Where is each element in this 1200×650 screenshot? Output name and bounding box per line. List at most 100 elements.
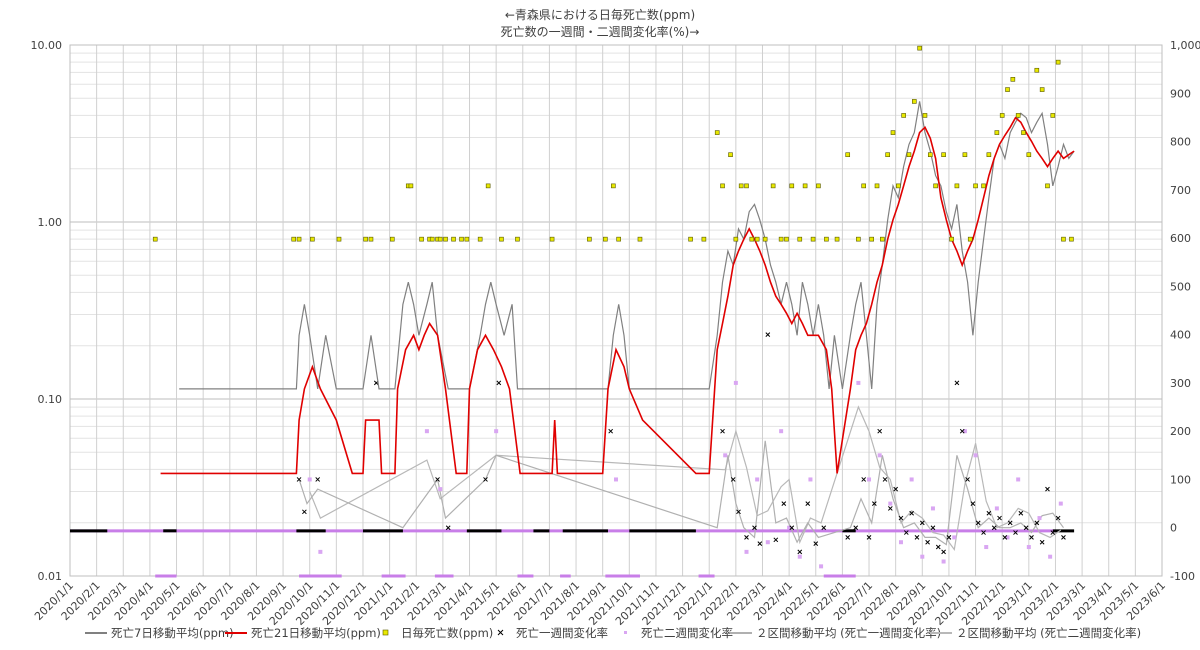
legend-label: 日毎死亡数(ppm): [401, 626, 493, 640]
series-line: [298, 440, 1064, 546]
legend-item: ２区間移動平均 (死亡一週間変化率): [730, 626, 941, 640]
series-marker: [866, 535, 872, 540]
series-marker: [1058, 501, 1063, 506]
series-line: [179, 101, 1075, 390]
series-marker: [738, 183, 744, 189]
series-marker: [917, 45, 922, 51]
series-marker: [765, 540, 770, 545]
series-marker: [941, 559, 946, 564]
series-marker: [389, 236, 395, 242]
series-marker: [755, 477, 760, 482]
series-marker: [970, 501, 976, 506]
series-marker: [962, 152, 968, 158]
series-marker: [1061, 535, 1066, 540]
right-tick-label: 700: [1170, 184, 1191, 197]
series-marker: [1048, 554, 1053, 559]
series-marker: [888, 501, 893, 506]
legend-label: ２区間移動平均 (死亡一週間変化率): [756, 626, 941, 640]
series-marker: [762, 236, 768, 242]
series-marker: [152, 236, 158, 242]
series-marker: [954, 183, 960, 189]
series-marker: [861, 183, 866, 189]
series-marker: [887, 506, 893, 511]
legend-item: 死亡7日移動平均(ppm): [85, 626, 234, 640]
series-marker: [754, 236, 760, 242]
legend-swatch: [382, 629, 389, 636]
series-marker: [784, 236, 789, 242]
series-marker: [616, 236, 621, 242]
series-marker: [779, 429, 784, 434]
left-tick-label: 0.10: [38, 393, 63, 406]
left-axis: 10.00 1.00 0.10 0.01: [31, 39, 63, 583]
series-marker: [952, 535, 957, 540]
series-marker: [890, 130, 896, 135]
plot-border: [69, 44, 1163, 577]
series-marker: [877, 453, 882, 458]
series-marker: [933, 183, 938, 189]
series-marker: [861, 477, 867, 482]
series-marker: [1007, 520, 1013, 526]
series-marker: [720, 183, 725, 189]
series-marker: [896, 183, 901, 189]
series-marker: [824, 236, 829, 242]
series-marker: [736, 509, 741, 515]
chart-title-line2: 死亡数の一週間・二週間変化率(%)→: [501, 24, 700, 39]
series-marker: [882, 477, 888, 482]
series-marker: [744, 549, 749, 554]
series-marker: [991, 525, 997, 531]
series-marker: [819, 564, 824, 569]
series-marker: [1005, 87, 1010, 92]
series-marker: [984, 545, 989, 550]
series-marker: [1023, 525, 1029, 531]
series-marker: [997, 515, 1002, 521]
series-marker: [919, 520, 925, 526]
right-tick-label: -100: [1170, 570, 1195, 583]
series-marker: [816, 183, 821, 189]
series-marker: [485, 183, 491, 189]
series-marker: [880, 236, 885, 242]
series-marker: [757, 541, 763, 547]
series-marker: [429, 236, 435, 242]
series-marker: [438, 487, 443, 492]
series-marker: [986, 510, 992, 516]
series-marker: [821, 525, 827, 531]
series-marker: [954, 380, 960, 386]
series-marker: [336, 236, 342, 242]
series-marker: [296, 236, 302, 242]
series-marker: [611, 183, 616, 189]
series-marker: [291, 236, 297, 242]
series-marker: [1018, 510, 1024, 516]
plot-area: [70, 45, 1075, 578]
series-marker: [1055, 59, 1061, 65]
series-marker: [302, 509, 307, 515]
series-marker: [922, 113, 928, 118]
legend-item: 日毎死亡数(ppm): [382, 626, 493, 640]
series-marker: [483, 477, 488, 482]
series-marker: [810, 236, 816, 242]
series-marker: [368, 236, 374, 242]
series-marker: [973, 453, 978, 458]
series-marker: [363, 236, 368, 242]
series-marker: [994, 130, 1000, 135]
series-marker: [1045, 183, 1050, 189]
series-marker: [941, 152, 946, 158]
series-marker: [787, 525, 792, 530]
series-marker: [856, 380, 861, 385]
series-marker: [770, 183, 776, 189]
legend-label: 死亡21日移動平均(ppm): [251, 626, 381, 640]
series-marker: [893, 486, 899, 492]
series-marker: [802, 183, 808, 189]
series-marker: [845, 152, 851, 158]
series-marker: [920, 554, 925, 559]
series-marker: [986, 152, 992, 158]
series-marker: [1016, 477, 1021, 482]
series-marker: [1061, 236, 1066, 242]
series-marker: [912, 99, 917, 104]
series-marker: [901, 113, 906, 118]
series-marker: [752, 525, 757, 531]
series-marker: [981, 183, 986, 189]
series-marker: [1045, 486, 1050, 492]
series-marker: [637, 236, 643, 242]
series-marker: [1002, 535, 1008, 540]
right-tick-label: 300: [1170, 377, 1191, 390]
